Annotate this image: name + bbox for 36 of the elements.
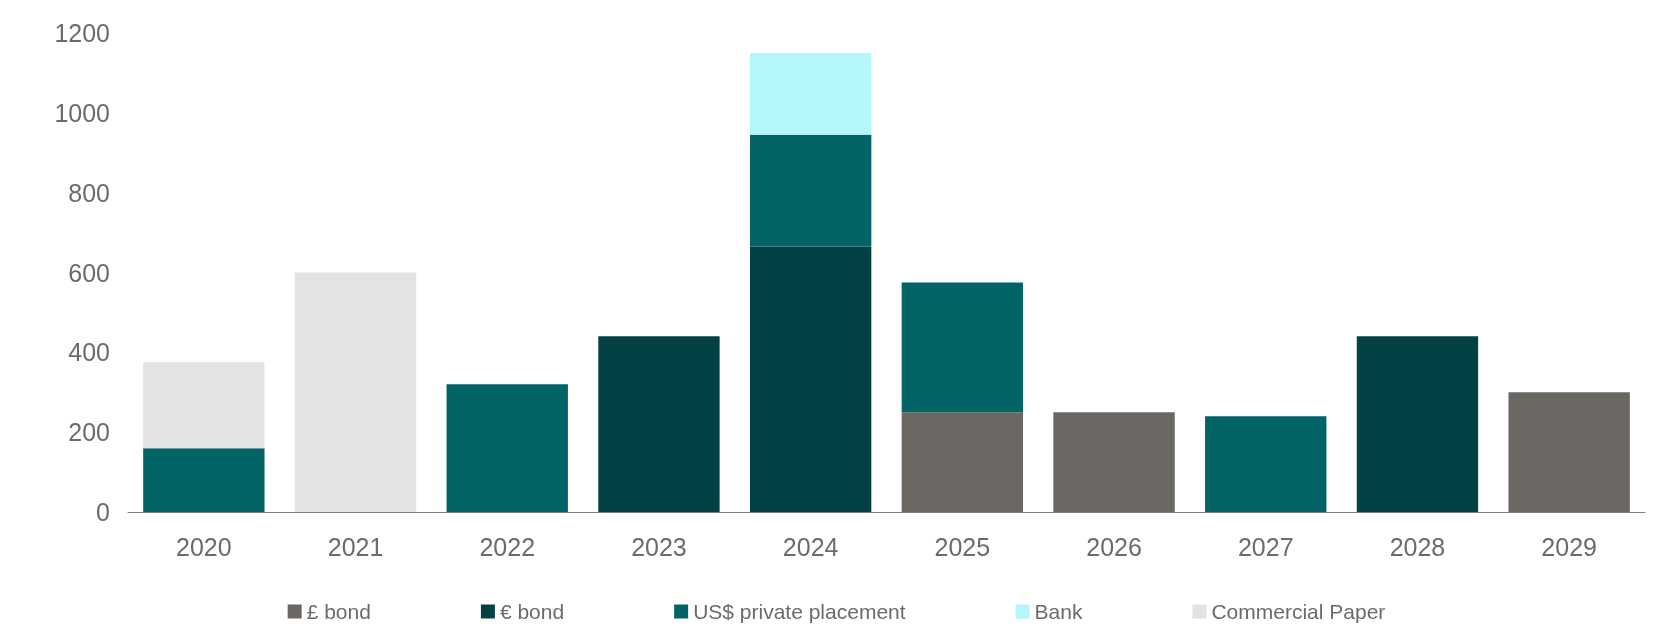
x-tick-label: 2021 (327, 532, 384, 561)
legend-label: Commercial Paper (1211, 600, 1386, 623)
x-tick-label: 2022 (479, 532, 536, 561)
x-tick-label: 2025 (934, 532, 991, 561)
x-tick-label: 2024 (782, 532, 839, 561)
legend-label: € bond (499, 600, 565, 623)
x-tick-label: 2029 (1541, 532, 1597, 561)
y-tick-label: 800 (68, 178, 110, 207)
legend-label: £ bond (306, 600, 371, 623)
y-tick-label: 1000 (54, 98, 110, 127)
bar (901, 412, 1024, 512)
bar (143, 362, 265, 449)
bar (598, 336, 720, 512)
x-tick-label: 2028 (1389, 532, 1446, 561)
bar (446, 384, 568, 512)
bar (1205, 416, 1327, 512)
legend-label: Bank (1034, 600, 1083, 623)
bar (749, 134, 872, 247)
y-tick-label: 1200 (54, 19, 110, 47)
y-tick-label: 200 (68, 418, 110, 447)
bar (294, 272, 417, 512)
x-tick-label: 2027 (1237, 532, 1294, 561)
bar (749, 246, 872, 512)
y-tick-label: 600 (68, 258, 110, 287)
x-tick-label: 2020 (176, 532, 232, 561)
bar (1508, 392, 1630, 512)
y-tick-label: 0 (96, 498, 110, 526)
bar (901, 282, 1024, 413)
x-tick-label: 2023 (631, 532, 687, 561)
bar (1053, 412, 1175, 512)
bar (749, 52, 872, 135)
bar (1356, 336, 1479, 512)
bar (143, 448, 265, 512)
legend-label: US$ private placement (693, 600, 906, 623)
x-tick-label: 2026 (1086, 532, 1142, 561)
y-tick-label: 400 (68, 338, 110, 367)
